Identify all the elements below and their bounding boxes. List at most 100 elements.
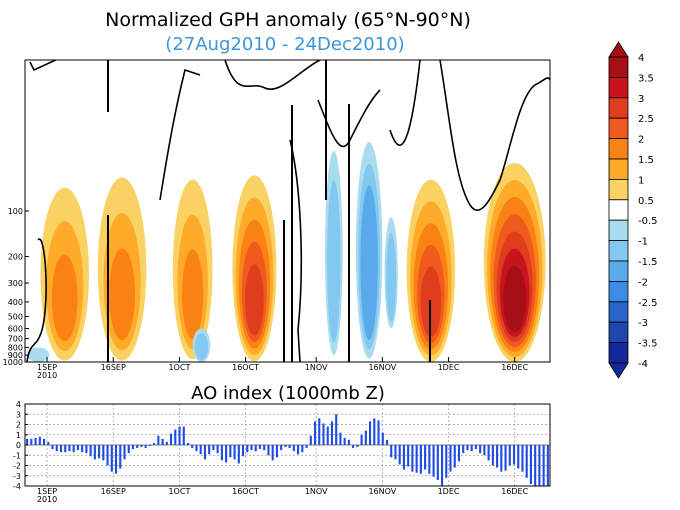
ao-bar — [102, 445, 105, 461]
colorbar-label: -2 — [638, 277, 648, 288]
ao-bar — [174, 429, 177, 445]
ao-bar — [288, 445, 291, 449]
x-tick-label: 16SEP — [101, 363, 126, 372]
colorbar-swatch — [608, 178, 629, 201]
ao-bar — [542, 445, 545, 486]
y-tick-label: 300 — [8, 279, 23, 288]
ao-bar — [491, 445, 494, 466]
colorbar-swatch — [608, 97, 629, 119]
ao-bar — [98, 445, 101, 459]
colorbar-label: 4 — [638, 53, 644, 64]
ao-bar — [280, 445, 283, 451]
ao-bar — [292, 445, 295, 452]
ao-bar — [178, 426, 181, 445]
ao-bar — [483, 445, 486, 456]
anomaly-contour-fill — [327, 179, 341, 343]
ao-bar — [525, 445, 528, 478]
colorbar-label: 0.5 — [638, 196, 654, 207]
ao-bar — [119, 445, 122, 469]
ao-y-tick-label: 4 — [16, 400, 21, 409]
ao-bar — [369, 421, 372, 445]
ao-bar — [275, 445, 278, 458]
ao-bar — [462, 445, 465, 454]
ao-bar — [500, 445, 503, 472]
ao-bar — [140, 445, 143, 448]
ao-bar — [428, 445, 431, 474]
ao-bar — [496, 445, 499, 468]
ao-bar — [436, 445, 439, 480]
ao-bar — [93, 445, 96, 460]
ao-bar — [394, 445, 397, 460]
ao-bar — [534, 445, 537, 486]
ao-bar — [72, 445, 75, 453]
ao-bar — [110, 445, 113, 472]
ao-bar — [246, 445, 249, 453]
ao-bar — [186, 442, 190, 445]
ao-bar — [114, 445, 118, 474]
anomaly-contour-fill — [194, 333, 209, 360]
ao-bar — [335, 414, 338, 445]
ao-bar — [284, 445, 287, 448]
ao-bar — [47, 441, 50, 445]
ao-bar — [339, 432, 342, 445]
ao-bar — [263, 445, 266, 451]
ao-bar — [68, 445, 71, 452]
y-tick-label: 800 — [8, 343, 23, 352]
ao-bar — [343, 437, 346, 445]
ao-bar — [445, 445, 448, 478]
ao-x-tick-label: 1NOV — [305, 487, 328, 496]
ao-bar — [136, 445, 139, 449]
anomaly-contour-fill — [109, 248, 135, 341]
ao-bar — [271, 445, 274, 461]
x-tick-label: 1DEC — [438, 363, 460, 372]
ao-bar — [487, 445, 490, 461]
colorbar-label: 3 — [638, 94, 644, 105]
ao-x-tick-label: 16OCT — [232, 487, 259, 496]
ao-bar — [326, 426, 329, 445]
ao-bar — [85, 445, 88, 454]
ao-y-tick-label: 2 — [16, 421, 21, 430]
x-tick-label: 1SEP — [37, 363, 57, 372]
ao-bar — [123, 445, 126, 460]
ao-bar — [203, 445, 206, 460]
ao-x-tick-label: 1DEC — [438, 487, 460, 496]
ao-y-tick-label: 3 — [16, 410, 21, 419]
ao-bar — [229, 445, 232, 458]
colorbar-label: -1.5 — [638, 257, 658, 268]
ao-bar — [521, 445, 524, 472]
ao-bar — [352, 445, 355, 449]
ao-bar — [51, 445, 54, 450]
colorbar-swatch — [608, 77, 629, 99]
colorbar-swatch — [608, 240, 629, 262]
ao-bar — [191, 445, 194, 449]
ao-x-tick-label: 16SEP — [101, 487, 126, 496]
ao-bar — [398, 445, 401, 465]
ao-bar — [440, 445, 444, 486]
ao-bar — [250, 445, 253, 451]
colorbar-min-arrow — [608, 362, 629, 379]
ao-bar — [415, 445, 418, 473]
colorbar-label: -4 — [638, 359, 648, 370]
ao-bar — [157, 435, 160, 445]
y-tick-label: 200 — [8, 252, 23, 261]
ao-bar — [34, 437, 37, 445]
ao-y-tick-label: -4 — [13, 482, 21, 491]
ao-x-year-label: 2010 — [37, 495, 57, 504]
colorbar-label: -3.5 — [638, 339, 658, 350]
colorbar-label: 2.5 — [638, 114, 654, 125]
colorbar-label: 1 — [638, 175, 644, 186]
ao-x-tick-label: 16NOV — [368, 487, 396, 496]
anomaly-contour-fill — [27, 347, 50, 362]
colorbar-swatch — [608, 260, 629, 282]
anomaly-contour-fill — [245, 264, 264, 336]
colorbar-swatch — [608, 56, 629, 78]
ao-bar — [212, 445, 215, 451]
ao-bar — [318, 418, 321, 445]
ao-bar — [81, 445, 84, 453]
ao-bar — [479, 445, 482, 454]
ao-bar — [301, 445, 304, 453]
ao-bar — [258, 445, 262, 450]
ao-y-tick-label: 1 — [16, 431, 21, 440]
x-tick-label: 1NOV — [305, 363, 328, 372]
colorbar-swatch — [608, 301, 629, 323]
